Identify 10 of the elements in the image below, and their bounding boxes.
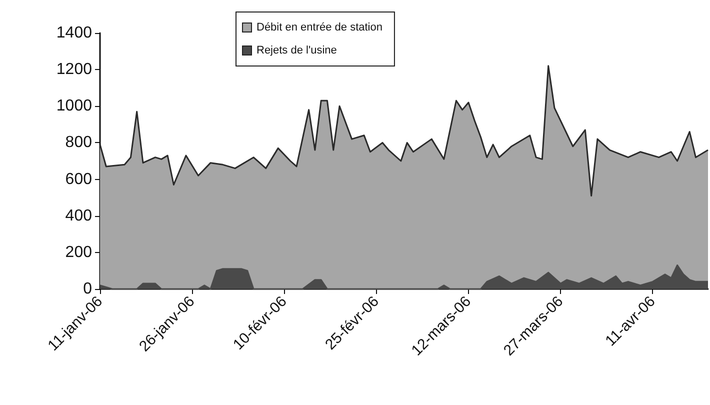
y-tick-label: 800 bbox=[65, 134, 92, 152]
y-tick-label: 200 bbox=[65, 244, 92, 261]
y-tick-label: 1200 bbox=[56, 61, 92, 78]
y-tick-label: 600 bbox=[65, 170, 92, 188]
y-tick-label: 0 bbox=[83, 280, 92, 298]
y-tick-label: 400 bbox=[65, 207, 92, 224]
y-tick-label: 1000 bbox=[56, 98, 92, 115]
legend-label: Débit en entrée de station bbox=[256, 22, 382, 34]
y-tick-label: 1400 bbox=[56, 24, 92, 42]
legend-label: Rejets de l'usine bbox=[256, 44, 337, 56]
